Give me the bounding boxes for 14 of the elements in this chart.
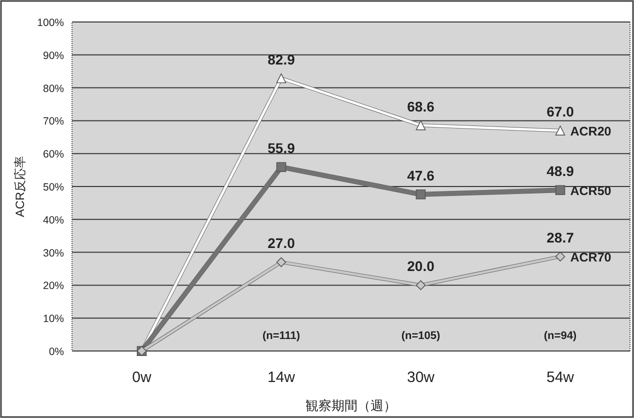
annotation: (n=105): [401, 330, 440, 342]
annotation: (n=111): [262, 330, 300, 342]
point: [555, 126, 566, 136]
xlabel: 観察期間（週）: [306, 398, 396, 413]
point: [276, 73, 286, 84]
point: [416, 280, 426, 290]
point: [555, 252, 566, 262]
point: [276, 257, 286, 268]
annotation: (n=94): [544, 330, 577, 342]
point: [276, 162, 286, 172]
point: [416, 189, 426, 200]
ylabel: ACR反応率: [13, 156, 27, 218]
point: [416, 120, 426, 130]
point: [555, 185, 566, 196]
